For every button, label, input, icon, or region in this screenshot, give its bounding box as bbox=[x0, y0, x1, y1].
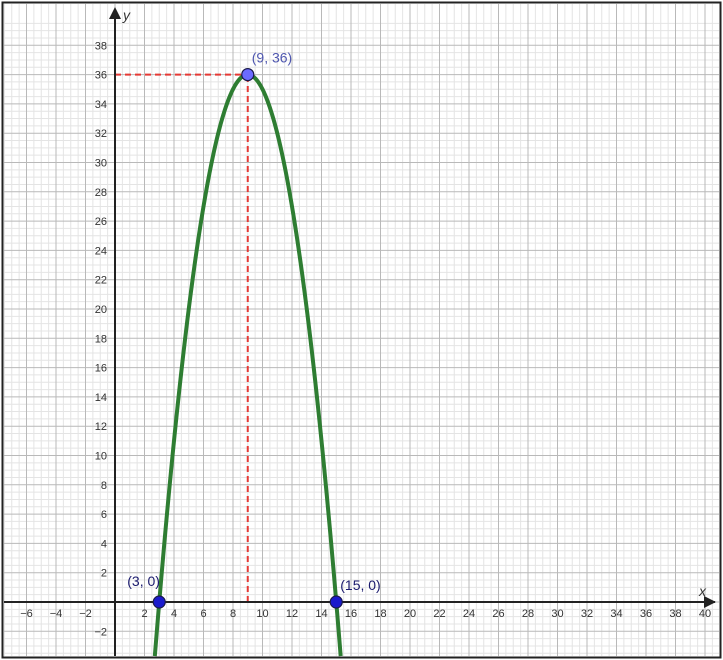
y-tick-label: −2 bbox=[94, 626, 107, 638]
x-tick-label: 36 bbox=[640, 608, 652, 620]
x-tick-label: 40 bbox=[699, 608, 711, 620]
x-tick-label: 18 bbox=[374, 608, 386, 620]
y-tick-label: 10 bbox=[95, 451, 107, 463]
y-tick-label: 6 bbox=[101, 509, 107, 521]
x-tick-label: 30 bbox=[551, 608, 563, 620]
point-marker bbox=[242, 69, 254, 81]
y-tick-label: 14 bbox=[95, 392, 107, 404]
point-marker bbox=[153, 596, 165, 608]
y-tick-label: 8 bbox=[101, 480, 107, 492]
x-tick-label: 28 bbox=[522, 608, 534, 620]
y-tick-label: 2 bbox=[101, 568, 107, 580]
y-tick-label: 22 bbox=[95, 275, 107, 287]
x-tick-label: 16 bbox=[345, 608, 357, 620]
x-tick-label: 4 bbox=[171, 608, 177, 620]
x-tick-label: −2 bbox=[79, 608, 92, 620]
y-tick-label: 34 bbox=[95, 99, 107, 111]
y-tick-label: 4 bbox=[101, 538, 107, 550]
point-label: (3, 0) bbox=[127, 573, 160, 589]
x-tick-label: −6 bbox=[20, 608, 33, 620]
x-tick-label: 20 bbox=[404, 608, 416, 620]
y-tick-label: 24 bbox=[95, 245, 107, 257]
x-tick-label: 26 bbox=[492, 608, 504, 620]
y-tick-label: 38 bbox=[95, 40, 107, 52]
y-tick-label: 26 bbox=[95, 216, 107, 228]
y-tick-label: 20 bbox=[95, 304, 107, 316]
x-tick-label: 14 bbox=[315, 608, 327, 620]
x-tick-label: 12 bbox=[286, 608, 298, 620]
y-tick-label: 32 bbox=[95, 128, 107, 140]
y-tick-label: 36 bbox=[95, 70, 107, 82]
x-tick-label: −4 bbox=[50, 608, 63, 620]
x-tick-label: 32 bbox=[581, 608, 593, 620]
y-tick-label: 30 bbox=[95, 158, 107, 170]
y-tick-label: 18 bbox=[95, 333, 107, 345]
point-marker bbox=[330, 596, 342, 608]
y-axis-label: y bbox=[122, 7, 131, 23]
point-label: (15, 0) bbox=[340, 577, 380, 593]
x-tick-label: 24 bbox=[463, 608, 475, 620]
x-axis-label: x bbox=[698, 583, 707, 599]
y-tick-label: 16 bbox=[95, 363, 107, 375]
x-tick-label: 10 bbox=[256, 608, 268, 620]
x-tick-label: 34 bbox=[610, 608, 622, 620]
y-tick-label: 12 bbox=[95, 421, 107, 433]
x-tick-label: 38 bbox=[669, 608, 681, 620]
x-tick-label: 6 bbox=[200, 608, 206, 620]
x-tick-label: 2 bbox=[141, 608, 147, 620]
x-tick-label: 8 bbox=[230, 608, 236, 620]
plot-border bbox=[3, 3, 721, 658]
point-label: (9, 36) bbox=[252, 50, 292, 66]
x-tick-label: 22 bbox=[433, 608, 445, 620]
y-tick-label: 28 bbox=[95, 187, 107, 199]
